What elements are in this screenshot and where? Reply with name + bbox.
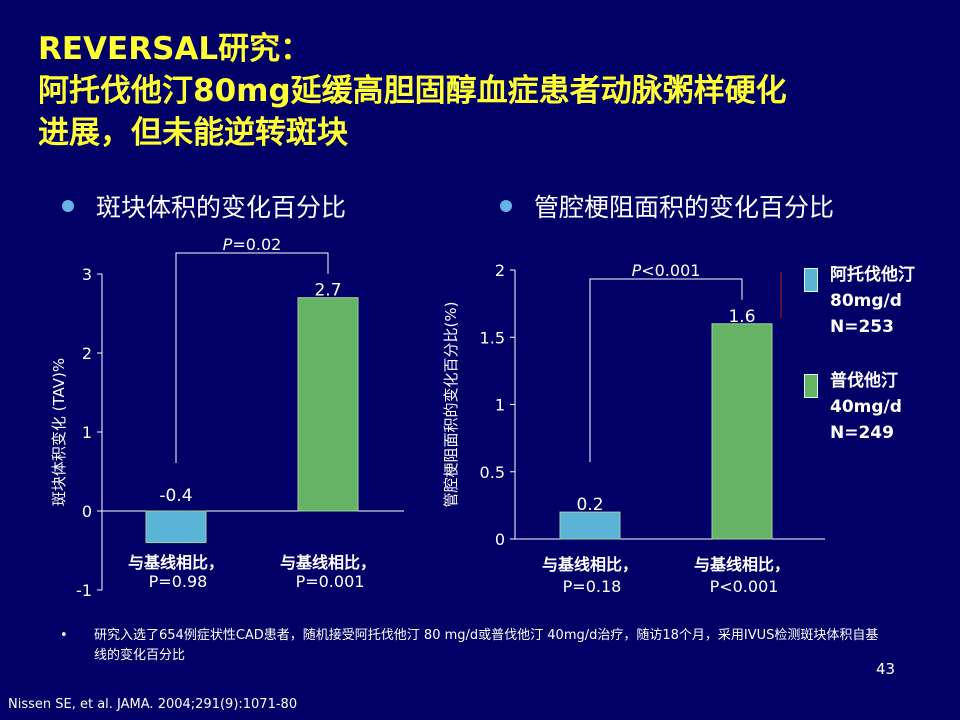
legend-line: 80mg/d [830,291,902,311]
chart1-significance-bracket [175,252,329,463]
footnote-text: 研究入选了654例症状性CAD患者，随机接受阿托伐他汀 80 mg/d或普伐他汀… [94,628,879,663]
page-number: 43 [876,660,896,678]
chart1-baseline-note: 与基线相比， [280,553,376,572]
chart1-y-axis-label: 斑块体积变化 (TAV)% [50,358,68,506]
chart1-tick-label: 3 [82,265,92,284]
legend-line: N=249 [830,423,894,443]
chart1-value-label: -0.4 [159,486,192,506]
citation: Nissen SE, et al. JAMA. 2004;291(9):1071… [8,697,298,712]
legend-label-pravastatin: 普伐他汀 40mg/d N=249 [830,368,902,446]
chart1-baseline-p-value: P=0.98 [149,572,208,591]
legend-swatch-pravastatin [804,374,818,398]
chart2-tick-label: 2 [495,261,505,280]
chart2-baseline-note: 与基线相比， [694,555,790,574]
chart1-heading-text: 斑块体积的变化百分比 [96,193,347,222]
chart2-baseline-p-value: P<0.001 [710,577,779,596]
slide-title: REVERSAL研究： 阿托伐他汀80mg延缓高胆固醇血症患者动脉粥样硬化 进展… [38,28,938,154]
legend-line: N=253 [830,317,894,337]
legend-label-atorvastatin: 阿托伐他汀 80mg/d N=253 [830,262,915,340]
chart2-heading-text: 管腔梗阻面积的变化百分比 [534,193,835,222]
bullet-dot-icon [62,200,74,212]
chart2-baseline-note: 与基线相比， [542,555,638,574]
chart2-tick-label: 0 [495,530,505,549]
footnote-bullet: • [60,628,68,643]
legend-swatch-atorvastatin [804,268,818,292]
chart1-baseline-note: 与基线相比， [128,553,224,572]
chart2-tick-label: 0.5 [480,463,505,482]
chart2-tick-label: 1 [495,396,505,415]
chart1-bar-2 [297,297,359,512]
chart1-tick-label: -1 [76,581,92,600]
chart2-y-axis-label: 管腔梗阻面积的变化百分比(%) [442,302,460,508]
legend-line: 普伐他汀 [830,371,898,391]
legend-line: 阿托伐他汀 [830,265,915,285]
chart2-bar-1 [559,511,621,540]
legend-line: 40mg/d [830,397,902,417]
chart2-heading: 管腔梗阻面积的变化百分比 [500,188,834,224]
title-line-3: 进展，但未能逆转斑块 [38,115,348,151]
chart2-p-value: P<0.001 [632,261,701,280]
bullet-dot-icon [500,200,512,212]
chart1-baseline-p-value: P=0.001 [296,572,365,591]
chart2-value-label: 1.6 [728,307,755,327]
title-line-2: 阿托伐他汀80mg延缓高胆固醇血症患者动脉粥样硬化 [38,73,787,109]
chart2-baseline-p-value: P=0.18 [563,577,622,596]
title-line-1: REVERSAL研究： [38,31,312,67]
chart1-bar-1 [145,510,207,544]
chart2-tick-label: 1.5 [480,328,505,347]
chart1-value-label: 2.7 [314,281,341,301]
chart1-tick-label: 2 [82,344,92,363]
chart2-value-label: 0.2 [576,495,603,515]
chart1-heading: 斑块体积的变化百分比 [62,188,346,224]
chart2-bar-2 [711,323,773,540]
chart1-p-value: P=0.02 [223,235,282,254]
chart1-tick-label: 0 [82,502,92,521]
chart2-significance-bracket [589,278,743,463]
chart1-tick-label: 1 [82,423,92,442]
